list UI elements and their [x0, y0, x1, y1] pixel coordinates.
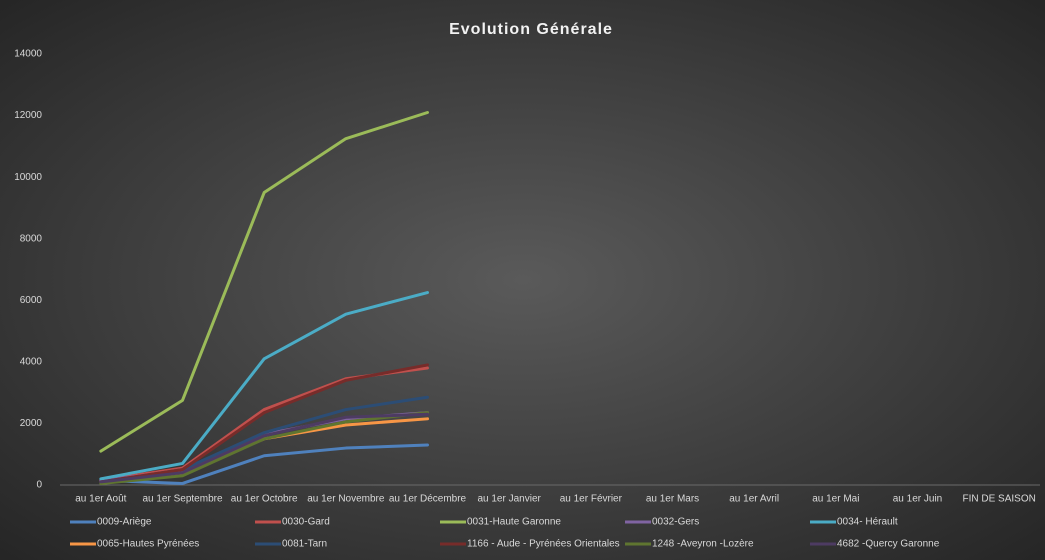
x-tick-label: au 1er Juin — [893, 494, 942, 505]
chart-title: Evolution Générale — [449, 21, 613, 38]
x-tick-label: au 1er Août — [75, 494, 126, 505]
y-tick-label: 14000 — [14, 49, 42, 60]
y-tick-label: 8000 — [20, 233, 43, 244]
x-tick-label: au 1er Décembre — [389, 494, 467, 505]
x-tick-label: au 1er Mars — [646, 494, 699, 505]
x-tick-label: au 1er Septembre — [142, 494, 222, 505]
y-tick-label: 4000 — [20, 356, 43, 367]
legend-label: 0009-Ariège — [97, 517, 152, 528]
legend-label: 0031-Haute Garonne — [467, 517, 561, 528]
y-tick-label: 0 — [36, 480, 42, 491]
y-tick-label: 12000 — [14, 110, 42, 121]
y-tick-label: 10000 — [14, 172, 42, 183]
series-line — [99, 363, 429, 484]
series-line — [99, 443, 429, 485]
x-tick-label: FIN DE SAISON — [962, 494, 1035, 505]
x-tick-label: au 1er Octobre — [231, 494, 298, 505]
x-tick-label: au 1er Janvier — [477, 494, 541, 505]
series-line — [99, 411, 429, 485]
series-line — [99, 291, 429, 481]
x-tick-label: au 1er Mai — [812, 494, 859, 505]
legend-label: 0032-Gers — [652, 517, 699, 528]
series-line — [99, 110, 429, 453]
x-tick-label: au 1er Février — [560, 494, 623, 505]
legend-label: 4682 -Quercy Garonne — [837, 539, 940, 550]
x-tick-label: au 1er Avril — [729, 494, 779, 505]
y-tick-label: 2000 — [20, 418, 43, 429]
legend-label: 1248 -Aveyron -Lozère — [652, 539, 754, 550]
series-line — [99, 412, 429, 484]
legend-label: 0030-Gard — [282, 517, 330, 528]
legend-label: 1166 - Aude - Pyrénées Orientales — [467, 539, 620, 550]
y-tick-label: 6000 — [20, 295, 43, 306]
x-tick-label: au 1er Novembre — [307, 494, 385, 505]
legend-label: 0065-Hautes Pyrénées — [97, 539, 199, 550]
legend-label: 0081-Tarn — [282, 539, 327, 550]
legend-label: 0034- Hérault — [837, 517, 898, 528]
